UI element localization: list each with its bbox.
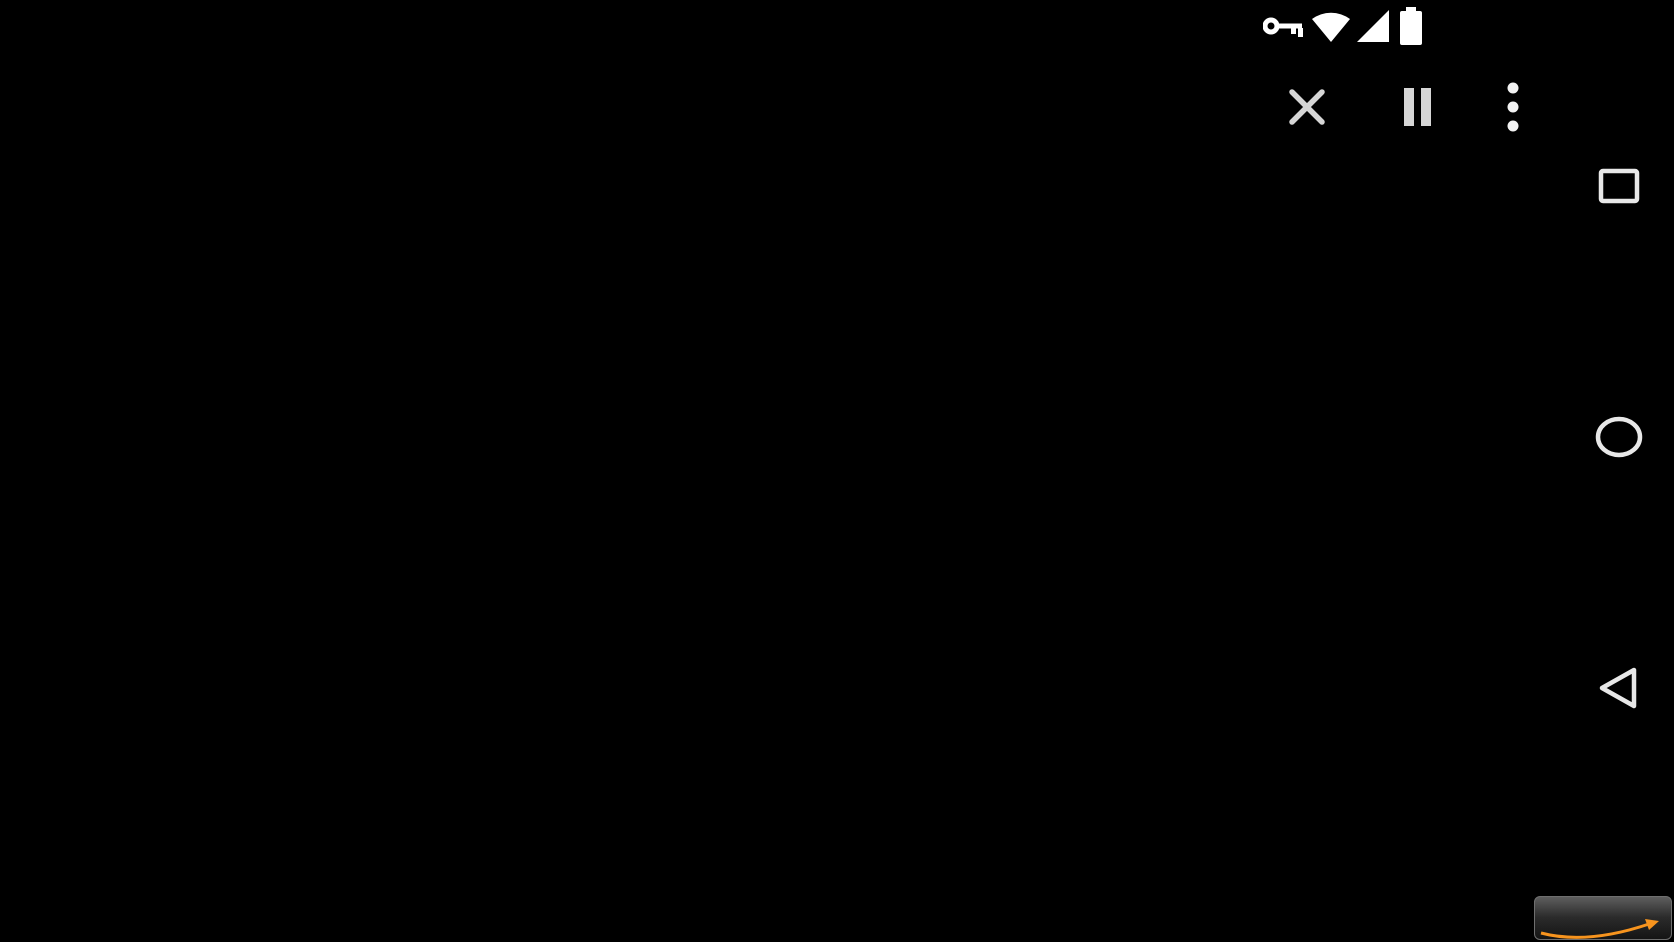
android-nav-bar	[1564, 0, 1674, 942]
watermark-badge	[1534, 896, 1672, 940]
wifi-icon	[1310, 0, 1352, 52]
recents-button[interactable]	[1583, 150, 1655, 222]
recents-square-icon	[1598, 168, 1640, 204]
home-circle-icon	[1595, 416, 1643, 458]
cell-signal-icon	[1354, 0, 1392, 52]
status-bar	[0, 0, 1564, 52]
watermark-swoosh-icon	[1540, 919, 1659, 939]
close-button[interactable]	[1279, 79, 1335, 135]
overflow-menu-icon[interactable]	[1485, 79, 1541, 135]
pause-button[interactable]	[1389, 79, 1445, 135]
status-bar-clock	[1414, 0, 1524, 52]
key-icon	[1262, 0, 1304, 52]
battery-icon	[1396, 0, 1426, 52]
back-triangle-icon	[1599, 667, 1637, 709]
back-button[interactable]	[1583, 652, 1655, 724]
home-button[interactable]	[1583, 401, 1655, 473]
